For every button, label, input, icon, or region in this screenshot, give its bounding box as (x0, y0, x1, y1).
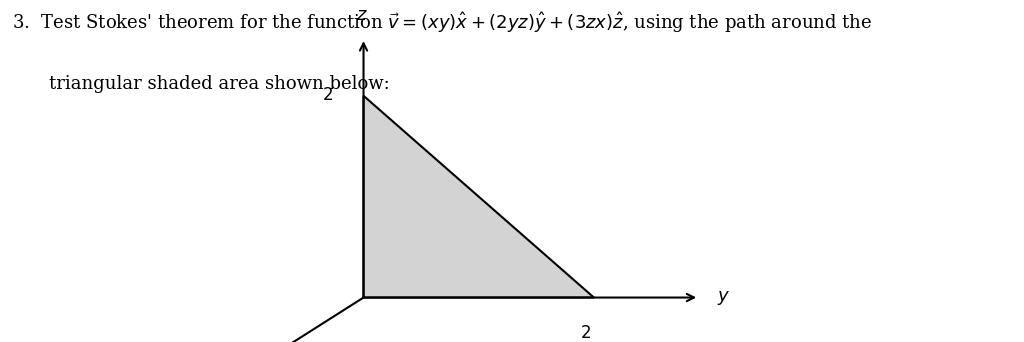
Text: $2$: $2$ (581, 325, 591, 342)
Text: triangular shaded area shown below:: triangular shaded area shown below: (49, 75, 390, 93)
Polygon shape (364, 96, 594, 298)
Text: 3.  Test Stokes' theorem for the function $\vec{v} = (xy)\hat{x} + (2yz)\hat{y} : 3. Test Stokes' theorem for the function… (12, 10, 872, 35)
Text: $y$: $y$ (717, 289, 730, 306)
Text: $z$: $z$ (355, 6, 368, 24)
Text: $2$: $2$ (322, 87, 333, 104)
